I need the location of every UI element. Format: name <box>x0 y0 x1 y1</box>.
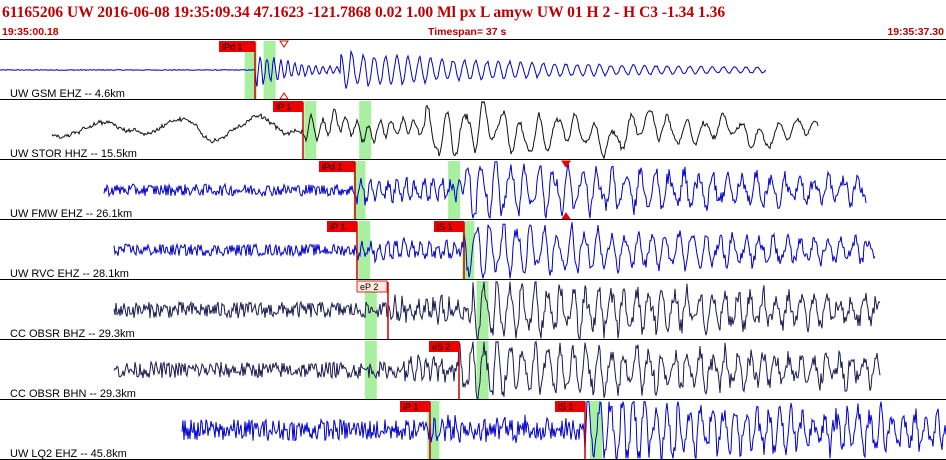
waveform <box>113 222 876 279</box>
pick-label: iS 1 <box>437 222 453 232</box>
pick-flag[interactable] <box>356 280 388 293</box>
station-label: UW STOR HHZ -- 15.5km <box>10 148 137 160</box>
timespan-readout: Timespan= 37 s <box>428 26 507 38</box>
analysis-window-band <box>359 101 372 160</box>
pick-flag[interactable] <box>273 101 303 112</box>
station-label: UW RVC EHZ -- 28.1km <box>10 268 129 280</box>
trace-row[interactable]: iP 1 UW STOR HHZ -- 15.5km <box>0 100 946 160</box>
trace-row[interactable]: eS 2 CC OBSR BHN -- 29.3km <box>0 340 946 400</box>
seismogram-panel[interactable]: iPd 1 UW GSM EHZ -- 4.6km iP 1 UW STOR HHZ … <box>0 40 946 460</box>
pick-flag[interactable] <box>434 221 464 232</box>
amplitude-marker-bottom[interactable] <box>279 92 289 100</box>
trace-row[interactable]: iP 1 iS 1 UW LQ2 EHZ -- 45.8km <box>0 400 946 460</box>
station-label: UW FMW EHZ -- 26.1km <box>10 208 132 220</box>
pick-flag[interactable] <box>429 341 459 352</box>
station-label: CC OBSR BHZ -- 29.3km <box>10 328 135 340</box>
waveform <box>181 400 946 460</box>
trace-row[interactable]: eP 2 CC OBSR BHZ -- 29.3km <box>0 280 946 340</box>
pick-label: iPd 1 <box>322 162 343 172</box>
amplitude-marker-top[interactable] <box>561 160 571 168</box>
header-divider <box>0 39 946 40</box>
pick-flag[interactable] <box>327 221 357 232</box>
analysis-window-band <box>364 341 377 400</box>
trace-row[interactable]: iPd 1 UW GSM EHZ -- 4.6km <box>0 40 946 100</box>
analysis-window-band <box>263 41 276 100</box>
station-label: CC OBSR BHN -- 29.3km <box>10 388 136 400</box>
event-summary-line: 61165206 UW 2016-06-08 19:35:09.34 47.16… <box>2 4 726 21</box>
pick-flag[interactable] <box>555 401 585 412</box>
analysis-window-band <box>304 101 317 160</box>
station-label: UW GSM EHZ -- 4.6km <box>10 88 125 100</box>
analysis-window-band <box>476 281 489 340</box>
pick-label: eS 2 <box>432 342 451 352</box>
event-header: 61165206 UW 2016-06-08 19:35:09.34 47.16… <box>0 0 946 40</box>
analysis-window-band <box>590 401 602 460</box>
pick-flag[interactable] <box>400 401 430 412</box>
pick-label: iS 1 <box>558 402 574 412</box>
amplitude-marker-top[interactable] <box>279 40 289 48</box>
waveform <box>113 340 881 399</box>
window-end-time: 19:35:37.30 <box>887 26 944 38</box>
pick-label: eP 2 <box>360 282 378 292</box>
trace-row[interactable]: iPd 1 UW FMW EHZ -- 26.1km <box>0 160 946 220</box>
trace-row[interactable]: iP 1 iS 1 UW RVC EHZ -- 28.1km <box>0 221 946 280</box>
waveform <box>51 100 819 160</box>
pick-label: iP 1 <box>330 222 345 232</box>
analysis-window-band <box>353 161 366 220</box>
amplitude-marker-bottom[interactable] <box>561 212 571 220</box>
pick-flag[interactable] <box>319 161 355 172</box>
pick-label: iP 1 <box>276 102 291 112</box>
pick-label: iP 1 <box>403 402 418 412</box>
pick-label: iPd 1 <box>222 42 243 52</box>
station-label: UW LQ2 EHZ -- 45.8km <box>10 448 127 460</box>
waveform <box>103 161 867 220</box>
waveform <box>0 49 767 89</box>
waveform <box>113 280 881 339</box>
pick-flag[interactable] <box>219 41 255 52</box>
window-start-time: 19:35:00.18 <box>2 26 59 38</box>
